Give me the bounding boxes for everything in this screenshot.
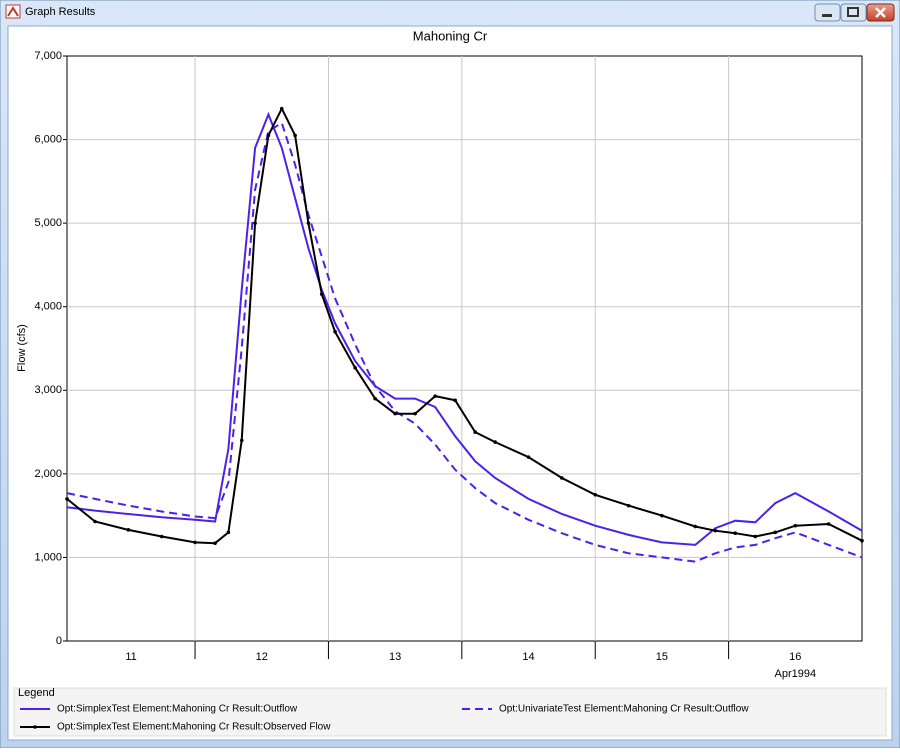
legend-marker bbox=[33, 725, 37, 729]
close-button[interactable] bbox=[866, 3, 895, 22]
series-line bbox=[66, 106, 863, 545]
window-icon-glyph bbox=[7, 6, 19, 17]
y-tick-label: 1,000 bbox=[34, 551, 62, 563]
x-tick-label: 11 bbox=[125, 651, 136, 663]
x-tick-label: 13 bbox=[389, 651, 401, 663]
series-marker bbox=[353, 365, 357, 370]
series-marker bbox=[65, 497, 69, 501]
series-marker bbox=[373, 396, 377, 401]
legend-label: Opt:SimplexTest Element:Mahoning Cr Resu… bbox=[57, 704, 298, 715]
minimize-button[interactable] bbox=[814, 3, 841, 22]
series-marker bbox=[293, 133, 297, 138]
series-marker bbox=[319, 292, 324, 296]
series-marker bbox=[473, 430, 477, 434]
series-marker bbox=[453, 398, 457, 403]
series-marker bbox=[159, 534, 164, 539]
series-marker bbox=[266, 133, 271, 138]
series-marker bbox=[526, 455, 531, 459]
series-marker bbox=[660, 513, 664, 518]
x-tick-label: 14 bbox=[522, 651, 534, 663]
plot-area bbox=[66, 55, 863, 642]
chart-title: Mahoning Cr bbox=[413, 28, 488, 43]
series-marker bbox=[560, 476, 564, 480]
window-title: Graph Results bbox=[25, 6, 96, 18]
y-tick-label: 2,000 bbox=[34, 468, 62, 480]
x-tick-label: 12 bbox=[256, 651, 268, 663]
series-marker bbox=[226, 530, 231, 535]
series-marker bbox=[306, 221, 311, 225]
series-marker bbox=[126, 528, 131, 532]
series-marker bbox=[826, 522, 831, 526]
y-tick-label: 4,000 bbox=[34, 301, 62, 313]
series-marker bbox=[279, 106, 284, 111]
y-axis-label: Flow (cfs) bbox=[16, 324, 28, 372]
y-tick-label: 3,000 bbox=[34, 384, 62, 396]
series-marker bbox=[433, 394, 437, 398]
legend-box bbox=[13, 687, 887, 737]
legend-title: Legend bbox=[18, 687, 55, 699]
series-line bbox=[66, 121, 863, 563]
series-marker bbox=[593, 492, 598, 497]
legend-label: Opt:UnivariateTest Element:Mahoning Cr R… bbox=[499, 704, 749, 715]
series-line bbox=[66, 111, 863, 546]
series-marker bbox=[93, 519, 97, 524]
series-marker bbox=[753, 534, 758, 539]
series-marker bbox=[333, 329, 337, 334]
series-marker bbox=[253, 221, 257, 225]
legend-label: Opt:SimplexTest Element:Mahoning Cr Resu… bbox=[57, 722, 331, 733]
series-marker bbox=[713, 528, 718, 533]
series-marker bbox=[733, 531, 738, 535]
series-marker bbox=[239, 438, 244, 443]
series-marker bbox=[793, 523, 798, 528]
series-marker bbox=[393, 411, 397, 416]
series-marker bbox=[413, 411, 417, 416]
x-axis-sublabel: Apr1994 bbox=[775, 668, 817, 680]
series-marker bbox=[693, 524, 698, 529]
maximize-button[interactable] bbox=[840, 3, 867, 22]
y-tick-label: 5,000 bbox=[34, 217, 62, 229]
y-tick-label: 6,000 bbox=[34, 133, 62, 145]
y-tick-label: 7,000 bbox=[34, 50, 62, 62]
x-tick-label: 16 bbox=[789, 651, 801, 663]
series-marker bbox=[213, 541, 217, 546]
series-marker bbox=[860, 538, 864, 543]
series-marker bbox=[626, 503, 631, 508]
y-tick-label: 0 bbox=[56, 635, 62, 647]
series-marker bbox=[193, 540, 197, 545]
series-marker bbox=[493, 440, 497, 444]
series-marker bbox=[773, 530, 778, 535]
x-tick-label: 15 bbox=[656, 651, 668, 663]
